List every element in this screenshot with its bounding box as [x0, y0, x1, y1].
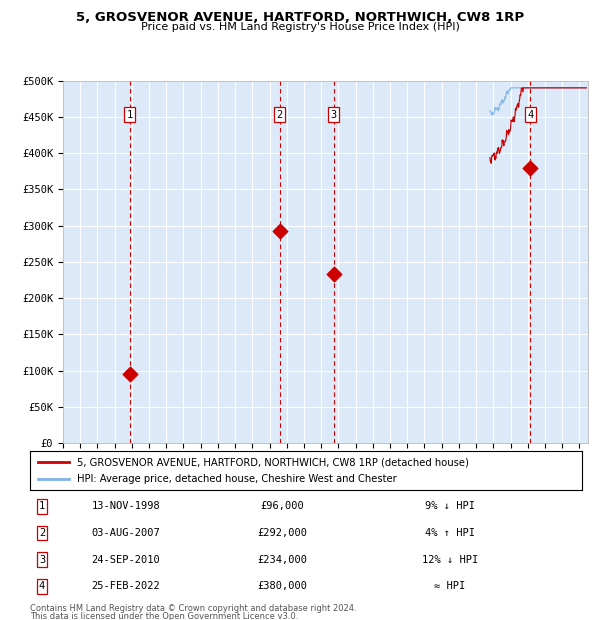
Point: [329, 268, 338, 278]
Text: HPI: Average price, detached house, Cheshire West and Chester: HPI: Average price, detached house, Ches…: [77, 474, 397, 484]
Text: This data is licensed under the Open Government Licence v3.0.: This data is licensed under the Open Gov…: [30, 612, 298, 620]
Text: 12% ↓ HPI: 12% ↓ HPI: [422, 554, 478, 565]
Text: 4: 4: [39, 581, 45, 591]
Text: 4: 4: [527, 110, 533, 120]
Text: £96,000: £96,000: [260, 501, 304, 512]
Text: 2: 2: [277, 110, 283, 120]
Text: 25-FEB-2022: 25-FEB-2022: [92, 581, 160, 591]
Text: £234,000: £234,000: [257, 554, 307, 565]
Text: Contains HM Land Registry data © Crown copyright and database right 2024.: Contains HM Land Registry data © Crown c…: [30, 604, 356, 613]
Text: 4% ↑ HPI: 4% ↑ HPI: [425, 528, 475, 538]
Text: 1: 1: [39, 501, 45, 512]
Text: £380,000: £380,000: [257, 581, 307, 591]
Text: 5, GROSVENOR AVENUE, HARTFORD, NORTHWICH, CW8 1RP (detached house): 5, GROSVENOR AVENUE, HARTFORD, NORTHWICH…: [77, 457, 469, 467]
Text: Price paid vs. HM Land Registry's House Price Index (HPI): Price paid vs. HM Land Registry's House …: [140, 22, 460, 32]
Text: 9% ↓ HPI: 9% ↓ HPI: [425, 501, 475, 512]
Text: 1: 1: [127, 110, 133, 120]
Text: 3: 3: [331, 110, 337, 120]
Text: 2: 2: [39, 528, 45, 538]
Text: 24-SEP-2010: 24-SEP-2010: [92, 554, 160, 565]
Text: 13-NOV-1998: 13-NOV-1998: [92, 501, 160, 512]
Text: 3: 3: [39, 554, 45, 565]
Point: [526, 162, 535, 172]
Text: 03-AUG-2007: 03-AUG-2007: [92, 528, 160, 538]
Text: 5, GROSVENOR AVENUE, HARTFORD, NORTHWICH, CW8 1RP: 5, GROSVENOR AVENUE, HARTFORD, NORTHWICH…: [76, 11, 524, 24]
Point: [125, 369, 134, 379]
Text: £292,000: £292,000: [257, 528, 307, 538]
Point: [275, 226, 284, 236]
Text: ≈ HPI: ≈ HPI: [434, 581, 466, 591]
